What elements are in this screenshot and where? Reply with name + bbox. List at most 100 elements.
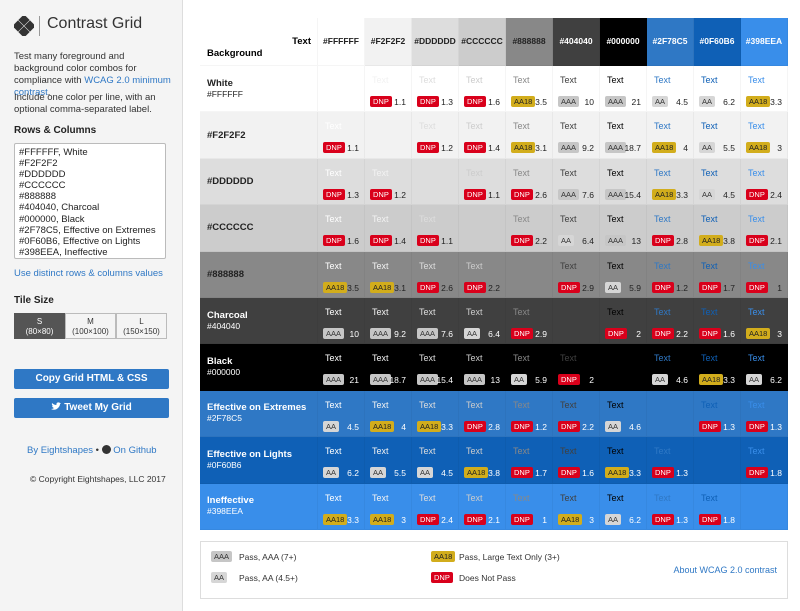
contrast-ratio: 9.2 bbox=[394, 329, 406, 339]
sample-text: Text bbox=[654, 353, 671, 364]
corner-text: Text bbox=[292, 36, 311, 47]
sample-text: Text bbox=[466, 167, 483, 178]
sample-text: Text bbox=[560, 75, 577, 85]
sample-text: Text bbox=[325, 446, 342, 457]
sample-text: Text bbox=[607, 260, 624, 271]
sample-text: Text bbox=[607, 167, 624, 178]
tile-size-option[interactable]: M (100×100) bbox=[65, 313, 116, 339]
contrast-cell: Text AAA 18.7 bbox=[600, 112, 647, 159]
credits: By Eightshapes • On Github bbox=[27, 445, 157, 457]
contrast-cell: Text DNP 2.9 bbox=[553, 251, 600, 298]
badge: DNP bbox=[746, 467, 768, 479]
intro-text: . bbox=[47, 87, 51, 98]
contrast-cell: Text DNP 1.8 bbox=[741, 437, 788, 484]
sample-text: Text bbox=[654, 260, 671, 271]
sample-text: Text bbox=[466, 353, 483, 364]
row-header: Black #000000 bbox=[200, 344, 318, 391]
contrast-ratio: 2.6 bbox=[441, 282, 453, 293]
logo-icon bbox=[14, 16, 34, 36]
badge: AA bbox=[652, 96, 669, 107]
contrast-ratio: 13 bbox=[490, 375, 500, 386]
contrast-cell: Text DNP 2.2 bbox=[553, 390, 600, 438]
contrast-ratio: 2.1 bbox=[488, 514, 500, 525]
row-header: Ineffective #398EEA bbox=[200, 483, 318, 530]
contrast-cell bbox=[459, 205, 506, 252]
contrast-cell: Text AA 4.5 bbox=[318, 390, 365, 438]
badge: AAA bbox=[417, 374, 439, 386]
colors-input[interactable]: #FFFFFF, White #F2F2F2 #DDDDDD #CCCCCC #8888… bbox=[14, 143, 166, 259]
column-header: #DDDDDD bbox=[412, 18, 459, 66]
by-link[interactable]: By Eightshapes bbox=[27, 445, 94, 456]
sample-text: Text bbox=[419, 214, 436, 225]
contrast-ratio: 5.9 bbox=[535, 375, 547, 386]
sample-text: Text bbox=[748, 167, 765, 178]
sample-text: Text bbox=[560, 446, 577, 457]
sample-text: Text bbox=[701, 260, 718, 271]
sample-text: Text bbox=[466, 75, 483, 85]
contrast-ratio: 1.1 bbox=[488, 189, 500, 200]
contrast-cell: Text AAA 10 bbox=[318, 298, 365, 345]
contrast-ratio: 4.5 bbox=[676, 97, 688, 107]
about-link[interactable]: About WCAG 2.0 contrast bbox=[673, 565, 777, 575]
contrast-ratio: 5.5 bbox=[723, 143, 735, 154]
contrast-cell: Text DNP 1.1 bbox=[459, 158, 506, 206]
contrast-cell bbox=[694, 437, 741, 484]
badge: DNP bbox=[370, 188, 392, 200]
contrast-cell: Text AAA 13 bbox=[600, 205, 647, 252]
row-header: #F2F2F2 bbox=[200, 112, 318, 159]
wcag-link[interactable]: WCAG 2.0 minimum contrast bbox=[14, 75, 171, 98]
badge: DNP bbox=[417, 281, 439, 293]
badge: AAA bbox=[370, 374, 392, 386]
contrast-cell: Text AA 6.4 bbox=[553, 205, 600, 252]
contrast-ratio: 2.9 bbox=[535, 329, 547, 339]
contrast-cell: Text DNP 1.1 bbox=[318, 112, 365, 159]
contrast-cell: Text AAA 18.7 bbox=[365, 344, 412, 391]
badge: AA18 bbox=[746, 142, 771, 154]
badge: AAA bbox=[323, 374, 345, 386]
row-name: Black bbox=[207, 356, 233, 368]
column-hex: #0F60B6 bbox=[699, 36, 735, 46]
badge: DNP bbox=[511, 467, 533, 479]
contrast-cell: Text DNP 1.1 bbox=[412, 205, 459, 252]
badge: DNP bbox=[746, 420, 768, 432]
distinct-link[interactable]: Use distinct rows & columns values bbox=[14, 268, 163, 279]
column-hex: #F2F2F2 bbox=[370, 36, 406, 46]
contrast-cell bbox=[600, 344, 647, 391]
contrast-ratio: 2 bbox=[589, 375, 594, 386]
badge: AA18 bbox=[417, 420, 442, 432]
contrast-cell: Text AAA 10 bbox=[553, 66, 600, 113]
copy-button[interactable]: Copy Grid HTML & CSS bbox=[14, 369, 169, 389]
input-line: #2F78C5, Effective on Extremes bbox=[19, 224, 156, 236]
contrast-ratio: 1.1 bbox=[347, 143, 359, 154]
sample-text: Text bbox=[513, 307, 530, 317]
sidebar: Contrast Grid Test many foreground and b… bbox=[0, 0, 183, 611]
badge: AA18 bbox=[652, 142, 677, 154]
sample-text: Text bbox=[701, 75, 718, 85]
contrast-ratio: 3 bbox=[589, 514, 594, 525]
row-hex: #404040 bbox=[207, 320, 241, 331]
contrast-ratio: 1 bbox=[542, 514, 547, 525]
contrast-ratio: 4 bbox=[683, 143, 688, 154]
badge: AAA bbox=[605, 235, 627, 247]
contrast-cell: Text AA18 3.5 bbox=[506, 66, 553, 113]
tile-dimensions: (80×80) bbox=[25, 327, 54, 336]
tile-size-option[interactable]: L (150×150) bbox=[116, 313, 167, 339]
contrast-cell: Text DNP 2.9 bbox=[506, 298, 553, 345]
github-link[interactable]: On Github bbox=[113, 445, 157, 456]
legend-label: Does Not Pass bbox=[459, 573, 516, 583]
contrast-ratio: 2.8 bbox=[676, 236, 688, 247]
tile-size-option[interactable]: S (80×80) bbox=[14, 313, 65, 339]
sample-text: Text bbox=[325, 399, 342, 410]
column-header: #888888 bbox=[506, 18, 553, 66]
tweet-button[interactable]: Tweet My Grid bbox=[14, 398, 169, 418]
contrast-cell: Text DNP 1.8 bbox=[694, 483, 741, 530]
column-header: #398EEA bbox=[741, 18, 788, 66]
contrast-ratio: 15.4 bbox=[624, 189, 641, 200]
row-name: Charcoal bbox=[207, 309, 248, 321]
contrast-cell: Text AAA 7.6 bbox=[553, 158, 600, 206]
contrast-cell: Text DNP 1.2 bbox=[647, 251, 694, 298]
badge: AA bbox=[652, 374, 669, 386]
contrast-cell: Text DNP 1.6 bbox=[318, 205, 365, 252]
badge: AA bbox=[417, 467, 434, 479]
contrast-cell: Text AAA 7.6 bbox=[412, 298, 459, 345]
